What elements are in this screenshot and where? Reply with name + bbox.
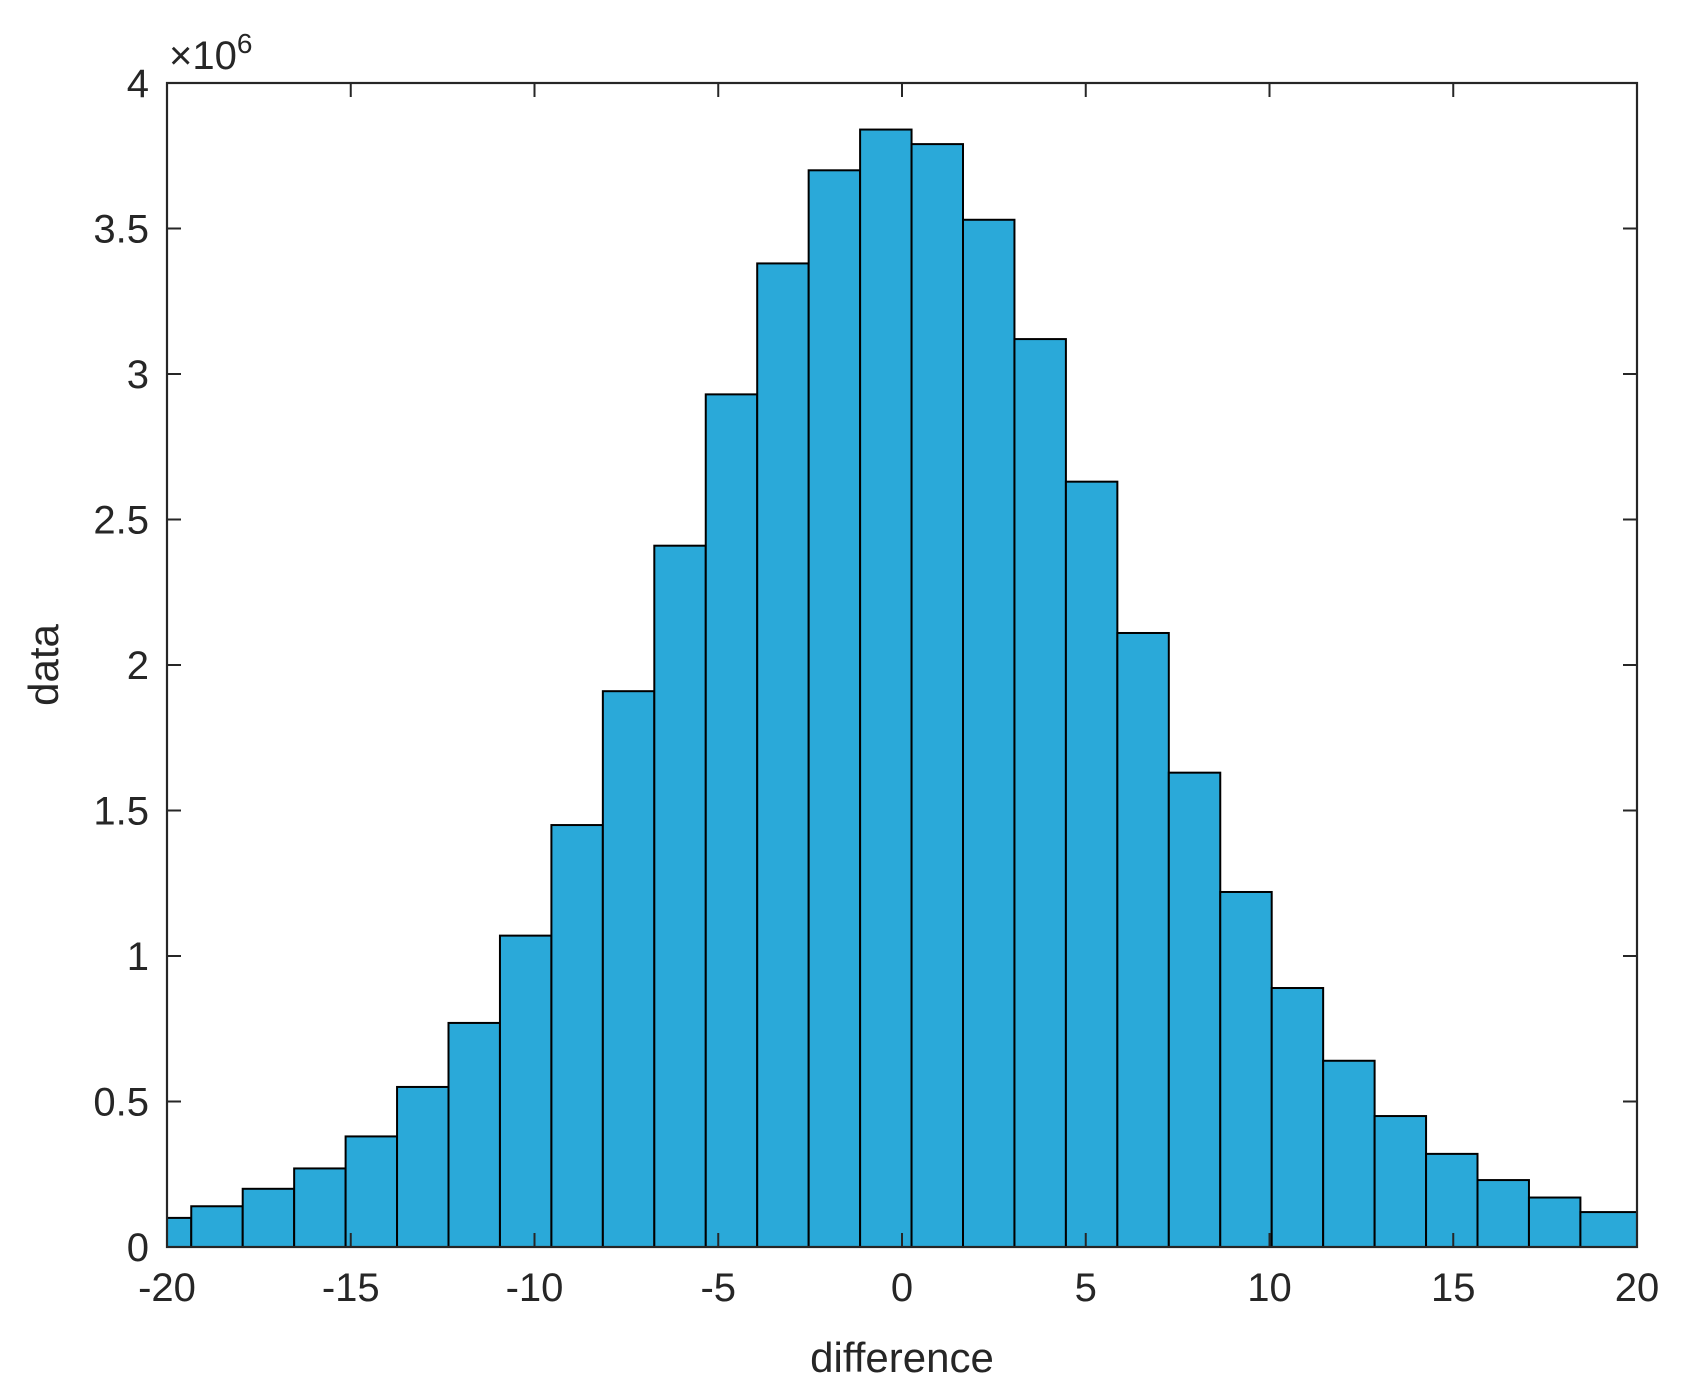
y-tick-label: 1 (127, 935, 149, 979)
y-tick-label: 4 (127, 62, 149, 106)
histogram-bar (1116, 631, 1170, 1248)
y-tick-label: 0 (127, 1226, 149, 1270)
y-exponent-base: ×10 (169, 34, 237, 78)
histogram-bar (704, 393, 759, 1248)
y-axis-exponent: ×106 (169, 28, 252, 78)
histogram-bar (293, 1167, 347, 1249)
histogram-bar (1476, 1179, 1530, 1248)
histogram-bar (601, 690, 656, 1248)
x-tick-label: -20 (138, 1266, 196, 1310)
y-tick-label: 3 (127, 353, 149, 397)
histogram-bar (166, 1216, 193, 1249)
histogram-bar (807, 169, 862, 1248)
histogram-bar (1579, 1211, 1639, 1248)
x-axis-label: difference (810, 1334, 994, 1381)
histogram-bar (910, 143, 965, 1249)
y-axis-label: data (20, 623, 67, 705)
histogram-bar (1270, 987, 1325, 1248)
y-tick-labels: 0 0.5 1 1.5 2 2.5 3 3.5 4 (93, 62, 149, 1270)
histogram-bar (1219, 890, 1273, 1248)
histogram-bar (1064, 480, 1119, 1249)
y-exponent-power: 6 (237, 28, 253, 59)
x-tick-label: -15 (322, 1266, 380, 1310)
y-tick-label: 1.5 (93, 790, 149, 834)
histogram-bar (550, 824, 604, 1248)
x-tick-labels: -20 -15 -10 -5 0 5 10 15 20 (138, 1266, 1659, 1310)
x-tick-label: 10 (1247, 1266, 1292, 1310)
histogram-bar (396, 1085, 450, 1248)
y-tick-label: 3.5 (93, 208, 149, 252)
x-tick-label: -10 (506, 1266, 564, 1310)
histogram-bar (1527, 1196, 1582, 1249)
x-tick-label: 5 (1075, 1266, 1097, 1310)
histogram-bar (1322, 1059, 1376, 1249)
histogram-bar (653, 544, 707, 1248)
histogram-bar (1425, 1152, 1479, 1249)
histogram-bar (241, 1187, 296, 1249)
histogram-bar (498, 934, 553, 1248)
y-tick-label: 0.5 (93, 1081, 149, 1125)
axes-frame (165, 81, 1639, 1249)
x-tick-label: 0 (891, 1266, 913, 1310)
y-tick-label: 2 (127, 644, 149, 688)
y-tick-label: 2.5 (93, 499, 149, 543)
histogram-bar (344, 1135, 399, 1249)
x-tick-label: -5 (700, 1266, 736, 1310)
histogram-bar (447, 1021, 501, 1248)
histogram-bar (756, 262, 810, 1249)
histogram-bar (859, 128, 913, 1248)
histogram-bar (1013, 338, 1067, 1248)
histogram-bar (962, 218, 1016, 1248)
histogram-bars (166, 128, 1639, 1249)
x-tick-label: 15 (1431, 1266, 1476, 1310)
histogram-bar (190, 1205, 244, 1249)
x-tick-label: 20 (1615, 1266, 1660, 1310)
histogram-bar (1167, 771, 1222, 1248)
histogram-bar (1373, 1115, 1428, 1249)
